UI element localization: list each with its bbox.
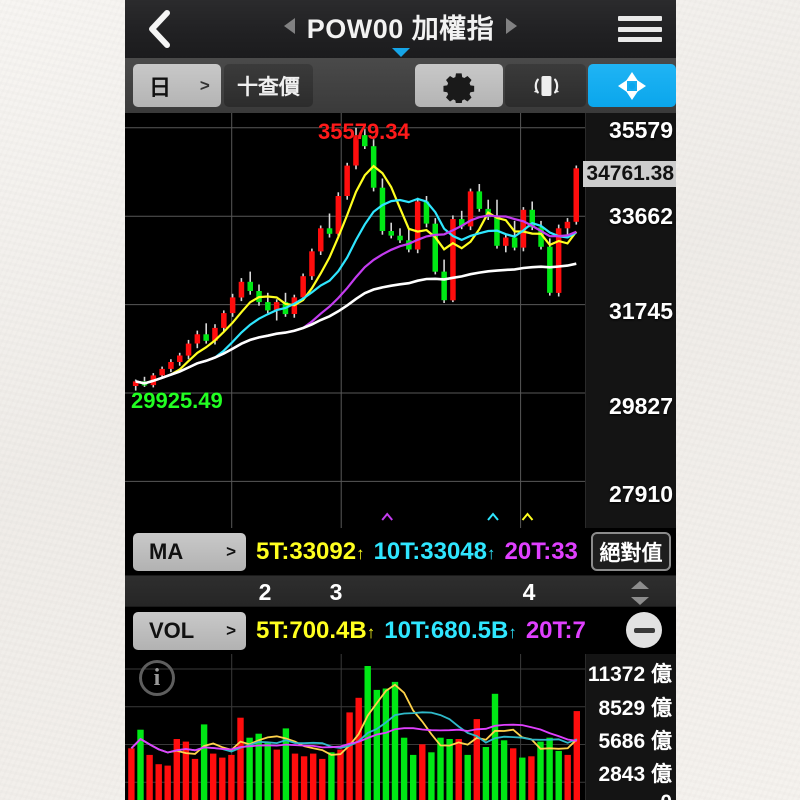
absolute-value-label: 絕對值 xyxy=(599,541,663,565)
price-axis-tick: 27910 xyxy=(609,481,673,507)
fullscreen-button[interactable] xyxy=(587,64,676,107)
chevron-left-icon xyxy=(149,10,170,48)
hamburger-bar xyxy=(618,16,662,21)
volume-axis: 11372 億 8529 億 5686 億 2843 億 0 xyxy=(585,654,676,800)
high-price-label: 35579.34 xyxy=(318,119,410,144)
vol-label: VOL xyxy=(149,617,195,643)
volume-chart-panel[interactable]: i 11372 億 8529 億 5686 億 2843 億 0 xyxy=(125,654,676,800)
page-title: POW00 加權指 xyxy=(306,13,495,44)
price-chart-panel[interactable]: 35579.34 29925.49 35579 34761.38 33662 3… xyxy=(125,113,676,528)
app-header: POW00 加權指 xyxy=(125,0,676,58)
triangle-left-icon[interactable] xyxy=(283,18,295,34)
vol-settings-button[interactable]: VOL > xyxy=(133,611,246,650)
low-price-label: 29925.49 xyxy=(131,388,223,413)
vol-values: 5T:700.4B↑ 10T:680.5B↑ 20T:7 xyxy=(256,617,586,645)
back-button[interactable] xyxy=(135,6,183,52)
phone-rotate-icon xyxy=(533,75,559,96)
time-axis-tick: 4 xyxy=(522,579,536,605)
ma-values: 5T:33092↑ 10T:33048↑ 20T:33 xyxy=(256,538,578,566)
ma5-value: 5T:33092↑ xyxy=(256,537,365,565)
hamburger-bar xyxy=(618,37,662,42)
vol10-value: 10T:680.5B↑ xyxy=(384,616,517,644)
vol-indicator-row[interactable]: VOL > 5T:700.4B↑ 10T:680.5B↑ 20T:7 xyxy=(125,607,676,654)
volume-axis-tick: 0 xyxy=(660,791,672,800)
rotate-screen-button[interactable] xyxy=(505,64,586,107)
time-axis-tick: 3 xyxy=(329,579,343,605)
volume-axis-tick: 8529 億 xyxy=(598,697,672,720)
add-quote-button[interactable]: 十查價 xyxy=(223,64,314,107)
price-axis-tick: 29827 xyxy=(609,393,673,419)
price-plot-area[interactable]: 35579.34 29925.49 xyxy=(125,113,585,528)
period-label: 日 xyxy=(149,74,172,100)
candlestick-chart xyxy=(125,113,585,528)
info-glyph: i xyxy=(153,664,161,691)
price-axis[interactable]: 35579 34761.38 33662 31745 29827 27910 xyxy=(583,113,676,528)
add-quote-label: 十查價 xyxy=(236,75,300,99)
volume-axis-tick: 5686 億 xyxy=(598,730,672,753)
chevron-right-icon: > xyxy=(199,75,210,95)
volume-plot-area[interactable]: i xyxy=(125,654,585,800)
ma10-value: 10T:33048↑ xyxy=(373,537,496,565)
symbol-selector[interactable]: POW00 加權指 xyxy=(125,0,676,52)
four-arrows-expand-icon xyxy=(617,71,646,100)
absolute-value-button[interactable]: 絕對值 xyxy=(591,532,671,571)
info-circle-icon[interactable]: i xyxy=(139,660,175,696)
time-axis: 2 3 4 xyxy=(125,575,676,607)
gear-icon xyxy=(443,72,475,103)
hamburger-icon[interactable] xyxy=(618,13,662,45)
volume-axis-tick: 11372 億 xyxy=(587,663,672,686)
volume-bar-chart xyxy=(125,654,585,800)
ma-indicator-row[interactable]: MA > 5T:33092↑ 10T:33048↑ 20T:33 絕對值 xyxy=(125,528,676,575)
arrow-down-icon xyxy=(631,597,649,605)
ma-label: MA xyxy=(149,538,184,564)
period-selector-button[interactable]: 日 > xyxy=(133,64,221,107)
price-axis-tick: 31745 xyxy=(609,298,673,324)
time-axis-tick: 2 xyxy=(258,579,272,605)
vol20-value: 20T:7 xyxy=(525,616,586,644)
arrow-up-icon xyxy=(631,581,649,589)
caret-down-icon[interactable] xyxy=(391,48,410,57)
triangle-right-icon[interactable] xyxy=(506,18,518,34)
app-screen: POW00 加權指 日 > 十查價 xyxy=(125,0,676,800)
ma-settings-button[interactable]: MA > xyxy=(133,532,246,571)
chart-toolbar: 日 > 十查價 xyxy=(125,58,676,113)
last-price-badge: 34761.38 xyxy=(583,161,676,187)
up-down-arrows-icon[interactable] xyxy=(629,581,651,605)
price-axis-tick: 33662 xyxy=(609,203,673,229)
volume-axis-tick: 2843 億 xyxy=(598,763,672,786)
chevron-right-icon: > xyxy=(226,620,236,640)
hamburger-bar xyxy=(618,26,662,32)
chevron-right-icon: > xyxy=(226,541,236,561)
vol5-value: 5T:700.4B↑ xyxy=(256,616,376,644)
minus-circle-icon[interactable] xyxy=(626,612,662,648)
ma20-value: 20T:33 xyxy=(504,537,578,565)
settings-button[interactable] xyxy=(415,64,504,107)
price-axis-tick: 35579 xyxy=(609,117,673,143)
minus-bar xyxy=(633,627,655,633)
